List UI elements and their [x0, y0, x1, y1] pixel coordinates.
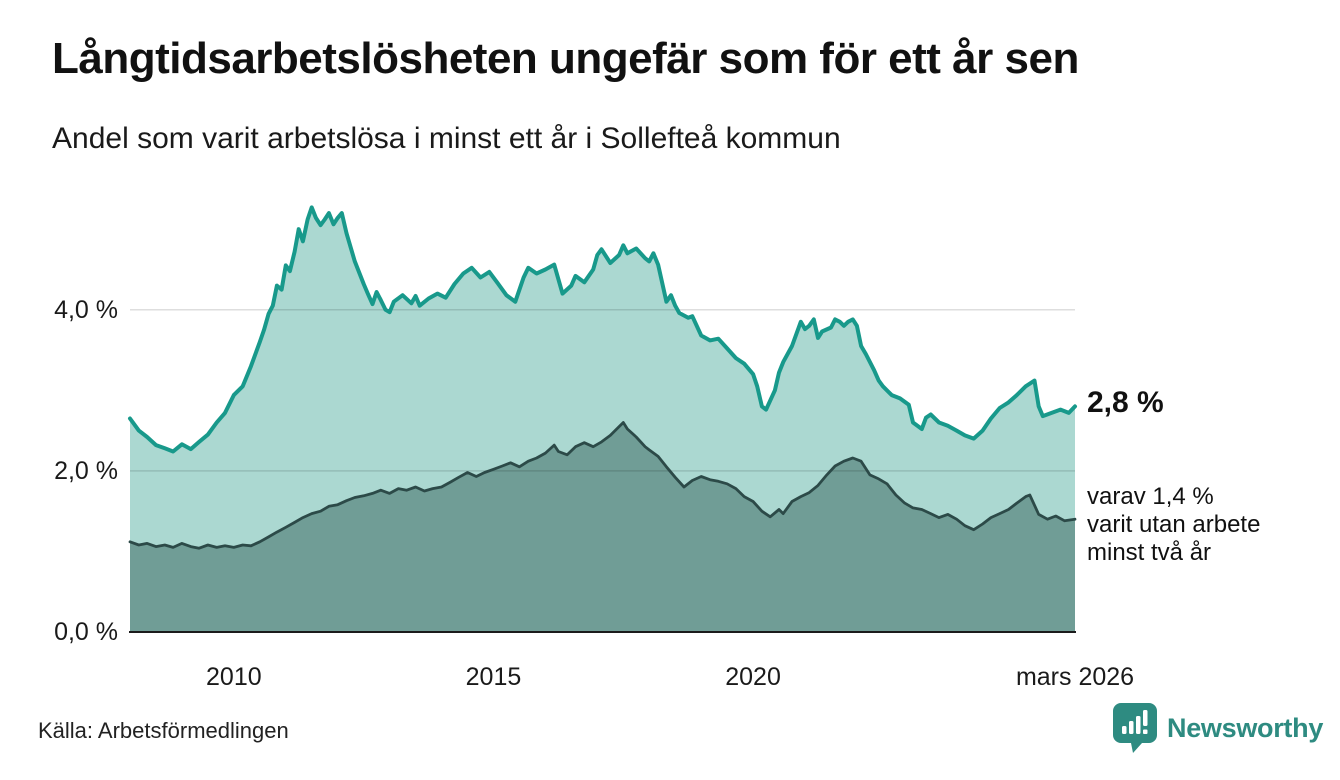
page-title: Långtidsarbetslösheten ungefär som för e…: [52, 34, 1079, 83]
newsworthy-logo-icon: [1113, 703, 1157, 753]
x-axis-tick-label: 2010: [206, 663, 262, 691]
source-note: Källa: Arbetsförmedlingen: [38, 718, 289, 743]
page-subtitle: Andel som varit arbetslösa i minst ett å…: [52, 122, 841, 155]
secondary-annotation-line: varav 1,4 %: [1087, 483, 1214, 511]
newsworthy-logo: Newsworthy: [1112, 702, 1323, 754]
secondary-series-annotation: varav 1,4 % varit utan arbete minst två …: [1087, 483, 1260, 567]
newsworthy-wordmark: Newsworthy: [1167, 712, 1324, 743]
y-axis-tick-label: 4,0 %: [54, 295, 118, 324]
y-axis-tick-label: 2,0 %: [54, 456, 118, 485]
x-axis-tick-label: 2020: [725, 663, 781, 691]
y-axis-tick-label: 0,0 %: [54, 618, 118, 646]
secondary-annotation-line: minst två år: [1087, 539, 1212, 567]
x-axis-tick-label: 2015: [465, 663, 522, 691]
x-axis-tick-label: mars 2026: [1015, 663, 1135, 691]
secondary-annotation-line: varit utan arbete: [1087, 511, 1261, 539]
latest-value-label: 2,8 %: [1087, 386, 1164, 420]
